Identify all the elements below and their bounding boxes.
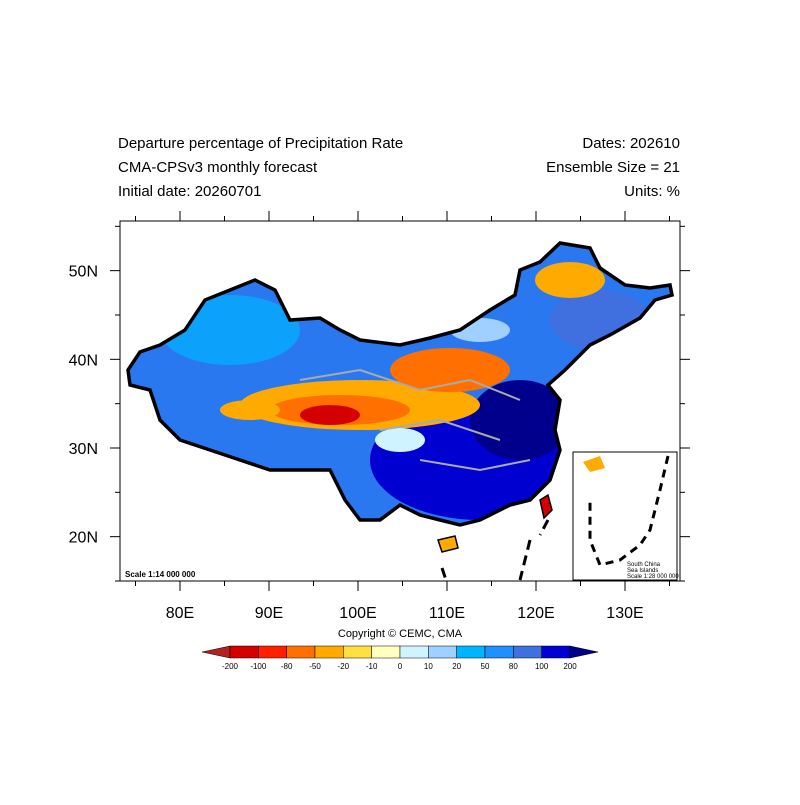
colorbar-box bbox=[314, 645, 344, 659]
y-tick-label: 40N bbox=[69, 352, 98, 369]
colorbar-label: 0 bbox=[398, 662, 403, 671]
colorbar-label: 20 bbox=[452, 662, 461, 671]
y-tick-label: 20N bbox=[69, 530, 98, 547]
y-tick-label: 50N bbox=[69, 264, 98, 281]
colorbar-triangle bbox=[569, 645, 599, 659]
x-tick-label: 130E bbox=[606, 605, 643, 622]
x-tick-label: 80E bbox=[166, 605, 194, 622]
inset-scale: Scale 1:28 000 000 bbox=[627, 574, 679, 580]
colorbar-label: -10 bbox=[366, 662, 378, 671]
colorbar-label: 200 bbox=[563, 662, 577, 671]
colorbar-label: -80 bbox=[281, 662, 293, 671]
y-tick-label: 30N bbox=[69, 441, 98, 458]
colorbar-box bbox=[258, 645, 287, 659]
colorbar-box bbox=[343, 645, 372, 659]
x-tick-label: 100E bbox=[339, 605, 376, 622]
copyright: Copyright © CEMC, CMA bbox=[338, 628, 463, 640]
colorbar-label: 80 bbox=[509, 662, 518, 671]
colorbar-label: -20 bbox=[338, 662, 350, 671]
colorbar-box bbox=[371, 645, 401, 659]
colorbar-label: 10 bbox=[424, 662, 433, 671]
colorbar-label: -100 bbox=[250, 662, 267, 671]
ensemble: Ensemble Size = 21 bbox=[546, 159, 680, 176]
colorbar-box bbox=[428, 645, 457, 659]
colorbar-box bbox=[513, 645, 542, 659]
colorbar-box bbox=[456, 645, 486, 659]
colorbar-label: -50 bbox=[309, 662, 321, 671]
colorbar-box bbox=[229, 645, 259, 659]
colorbar-box bbox=[399, 645, 429, 659]
colorbar-label: 100 bbox=[535, 662, 549, 671]
x-tick-label: 110E bbox=[429, 605, 465, 622]
colorbar-label: -200 bbox=[222, 662, 239, 671]
initial-date: Initial date: 20260701 bbox=[118, 183, 261, 200]
inset-label: Sea Islands bbox=[627, 568, 658, 574]
inset-map: South China Sea Islands Scale 1:28 000 0… bbox=[572, 451, 679, 581]
colorbar-label: 50 bbox=[481, 662, 490, 671]
inset-label: South China bbox=[627, 562, 661, 568]
scale-label: Scale 1:14 000 000 bbox=[125, 570, 196, 579]
map-frame bbox=[119, 220, 681, 582]
colorbar-box bbox=[541, 645, 571, 659]
title: Departure percentage of Precipitation Ra… bbox=[118, 135, 403, 152]
units: Units: % bbox=[624, 183, 680, 200]
x-tick-label: 90E bbox=[255, 605, 283, 622]
colorbar-box bbox=[286, 645, 316, 659]
colorbar-box bbox=[484, 645, 514, 659]
subtitle: CMA-CPSv3 monthly forecast bbox=[118, 159, 318, 176]
dates: Dates: 202610 bbox=[582, 135, 680, 152]
x-tick-label: 120E bbox=[517, 605, 554, 622]
